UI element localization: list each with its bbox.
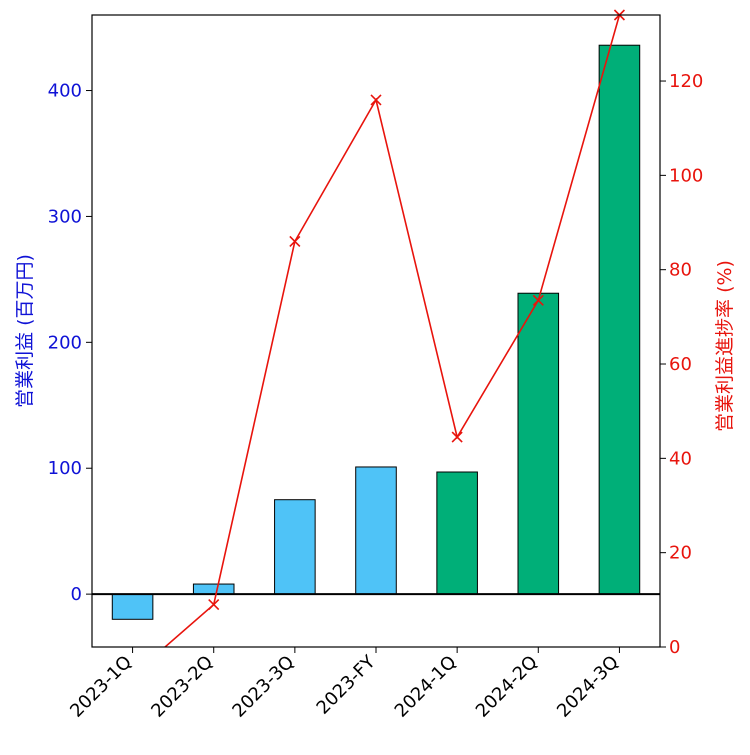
x-tick-label: 2023-3Q	[228, 652, 298, 722]
progress-markers-layer	[208, 9, 625, 611]
x-tick-label: 2024-2Q	[472, 652, 542, 722]
bar-2024-2Q	[517, 292, 560, 595]
y-tick-label-left: 100	[48, 458, 82, 479]
x-tick-label: 2024-1Q	[391, 652, 461, 722]
x-tick-label: 2023-FY	[313, 651, 381, 719]
bars-layer	[111, 44, 641, 620]
y-tick-label-left: 0	[71, 584, 82, 605]
y-tick-label-right: 80	[669, 260, 692, 281]
y-tick-label-right: 60	[669, 354, 692, 375]
y-tick-label-left: 200	[48, 332, 82, 353]
y-axis-title-left: 営業利益 (百万円)	[14, 254, 36, 408]
y-axis-left: 0 100 200 300 400	[48, 81, 92, 605]
y-axis-right: 0 20 40 60 80 100 120	[660, 71, 703, 658]
y-tick-label-right: 40	[669, 448, 692, 469]
y-tick-label-left: 300	[48, 206, 82, 227]
point-2023-2Q	[208, 598, 220, 611]
y-tick-label-right: 120	[669, 71, 703, 92]
point-2023-FY	[370, 94, 382, 106]
x-tick-label: 2023-1Q	[66, 652, 136, 722]
x-tick-label: 2024-3Q	[553, 652, 623, 722]
bar-2023-3Q	[274, 499, 316, 595]
point-2023-3Q	[289, 235, 301, 247]
y-axis-title-right: 営業利益進捗率 (%)	[714, 260, 736, 432]
y-tick-label-right: 100	[669, 165, 703, 186]
bar-2024-3Q	[598, 44, 641, 595]
y-tick-label-right: 20	[669, 543, 692, 564]
bar-2024-1Q	[436, 471, 478, 595]
point-2024-1Q	[451, 431, 463, 443]
bar-2023-FY	[355, 466, 397, 595]
point-2024-2Q	[532, 294, 544, 306]
y-tick-label-left: 400	[48, 81, 82, 102]
y-tick-label-right: 0	[669, 637, 680, 658]
x-axis: 2023-1Q 2023-2Q 2023-3Q 2023-FY 2024-1Q 2024-…	[66, 647, 623, 722]
x-tick-label: 2023-2Q	[147, 652, 217, 722]
bar-2023-1Q	[111, 593, 154, 620]
bar-2023-2Q	[192, 583, 235, 595]
